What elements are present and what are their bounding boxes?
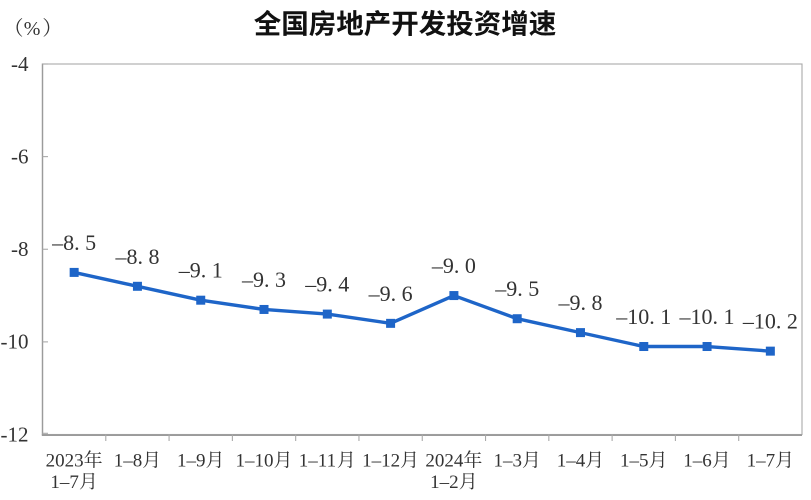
svg-text:–8. 8: –8. 8 (114, 244, 159, 269)
svg-text:1–7: 1–7 (747, 451, 776, 472)
svg-text:–8. 5: –8. 5 (51, 230, 96, 255)
svg-text:1–6: 1–6 (683, 451, 712, 472)
svg-text:–10. 1: –10. 1 (615, 304, 671, 329)
svg-text:1–4: 1–4 (557, 451, 586, 472)
svg-text:–9. 1: –9. 1 (178, 258, 223, 283)
svg-text:1–3: 1–3 (493, 451, 522, 472)
svg-text:2024: 2024 (425, 451, 464, 472)
svg-text:1–10: 1–10 (236, 451, 274, 472)
svg-text:–9. 6: –9. 6 (368, 281, 413, 306)
svg-text:–10. 2: –10. 2 (742, 309, 798, 334)
svg-text:-10: -10 (1, 330, 29, 354)
svg-text:–9. 5: –9. 5 (494, 276, 539, 301)
svg-text:1–12: 1–12 (362, 451, 400, 472)
svg-text:-8: -8 (11, 237, 29, 261)
svg-text:1–11: 1–11 (299, 451, 336, 472)
svg-text:–9. 3: –9. 3 (241, 267, 286, 292)
svg-text:-4: -4 (11, 52, 29, 76)
svg-text:1–2: 1–2 (430, 472, 459, 493)
svg-text:–9. 8: –9. 8 (557, 290, 602, 315)
svg-text:–9. 4: –9. 4 (304, 272, 349, 297)
svg-text:2023: 2023 (46, 451, 84, 472)
svg-text:-12: -12 (1, 422, 29, 446)
svg-text:-6: -6 (11, 144, 29, 168)
svg-text:%: % (24, 18, 41, 40)
svg-text:1–9: 1–9 (177, 451, 206, 472)
svg-text:–9. 0: –9. 0 (431, 253, 476, 278)
svg-text:–10. 1: –10. 1 (679, 304, 735, 329)
svg-text:1–8: 1–8 (114, 451, 143, 472)
svg-text:1–7: 1–7 (50, 472, 79, 493)
svg-text:1–5: 1–5 (620, 451, 649, 472)
